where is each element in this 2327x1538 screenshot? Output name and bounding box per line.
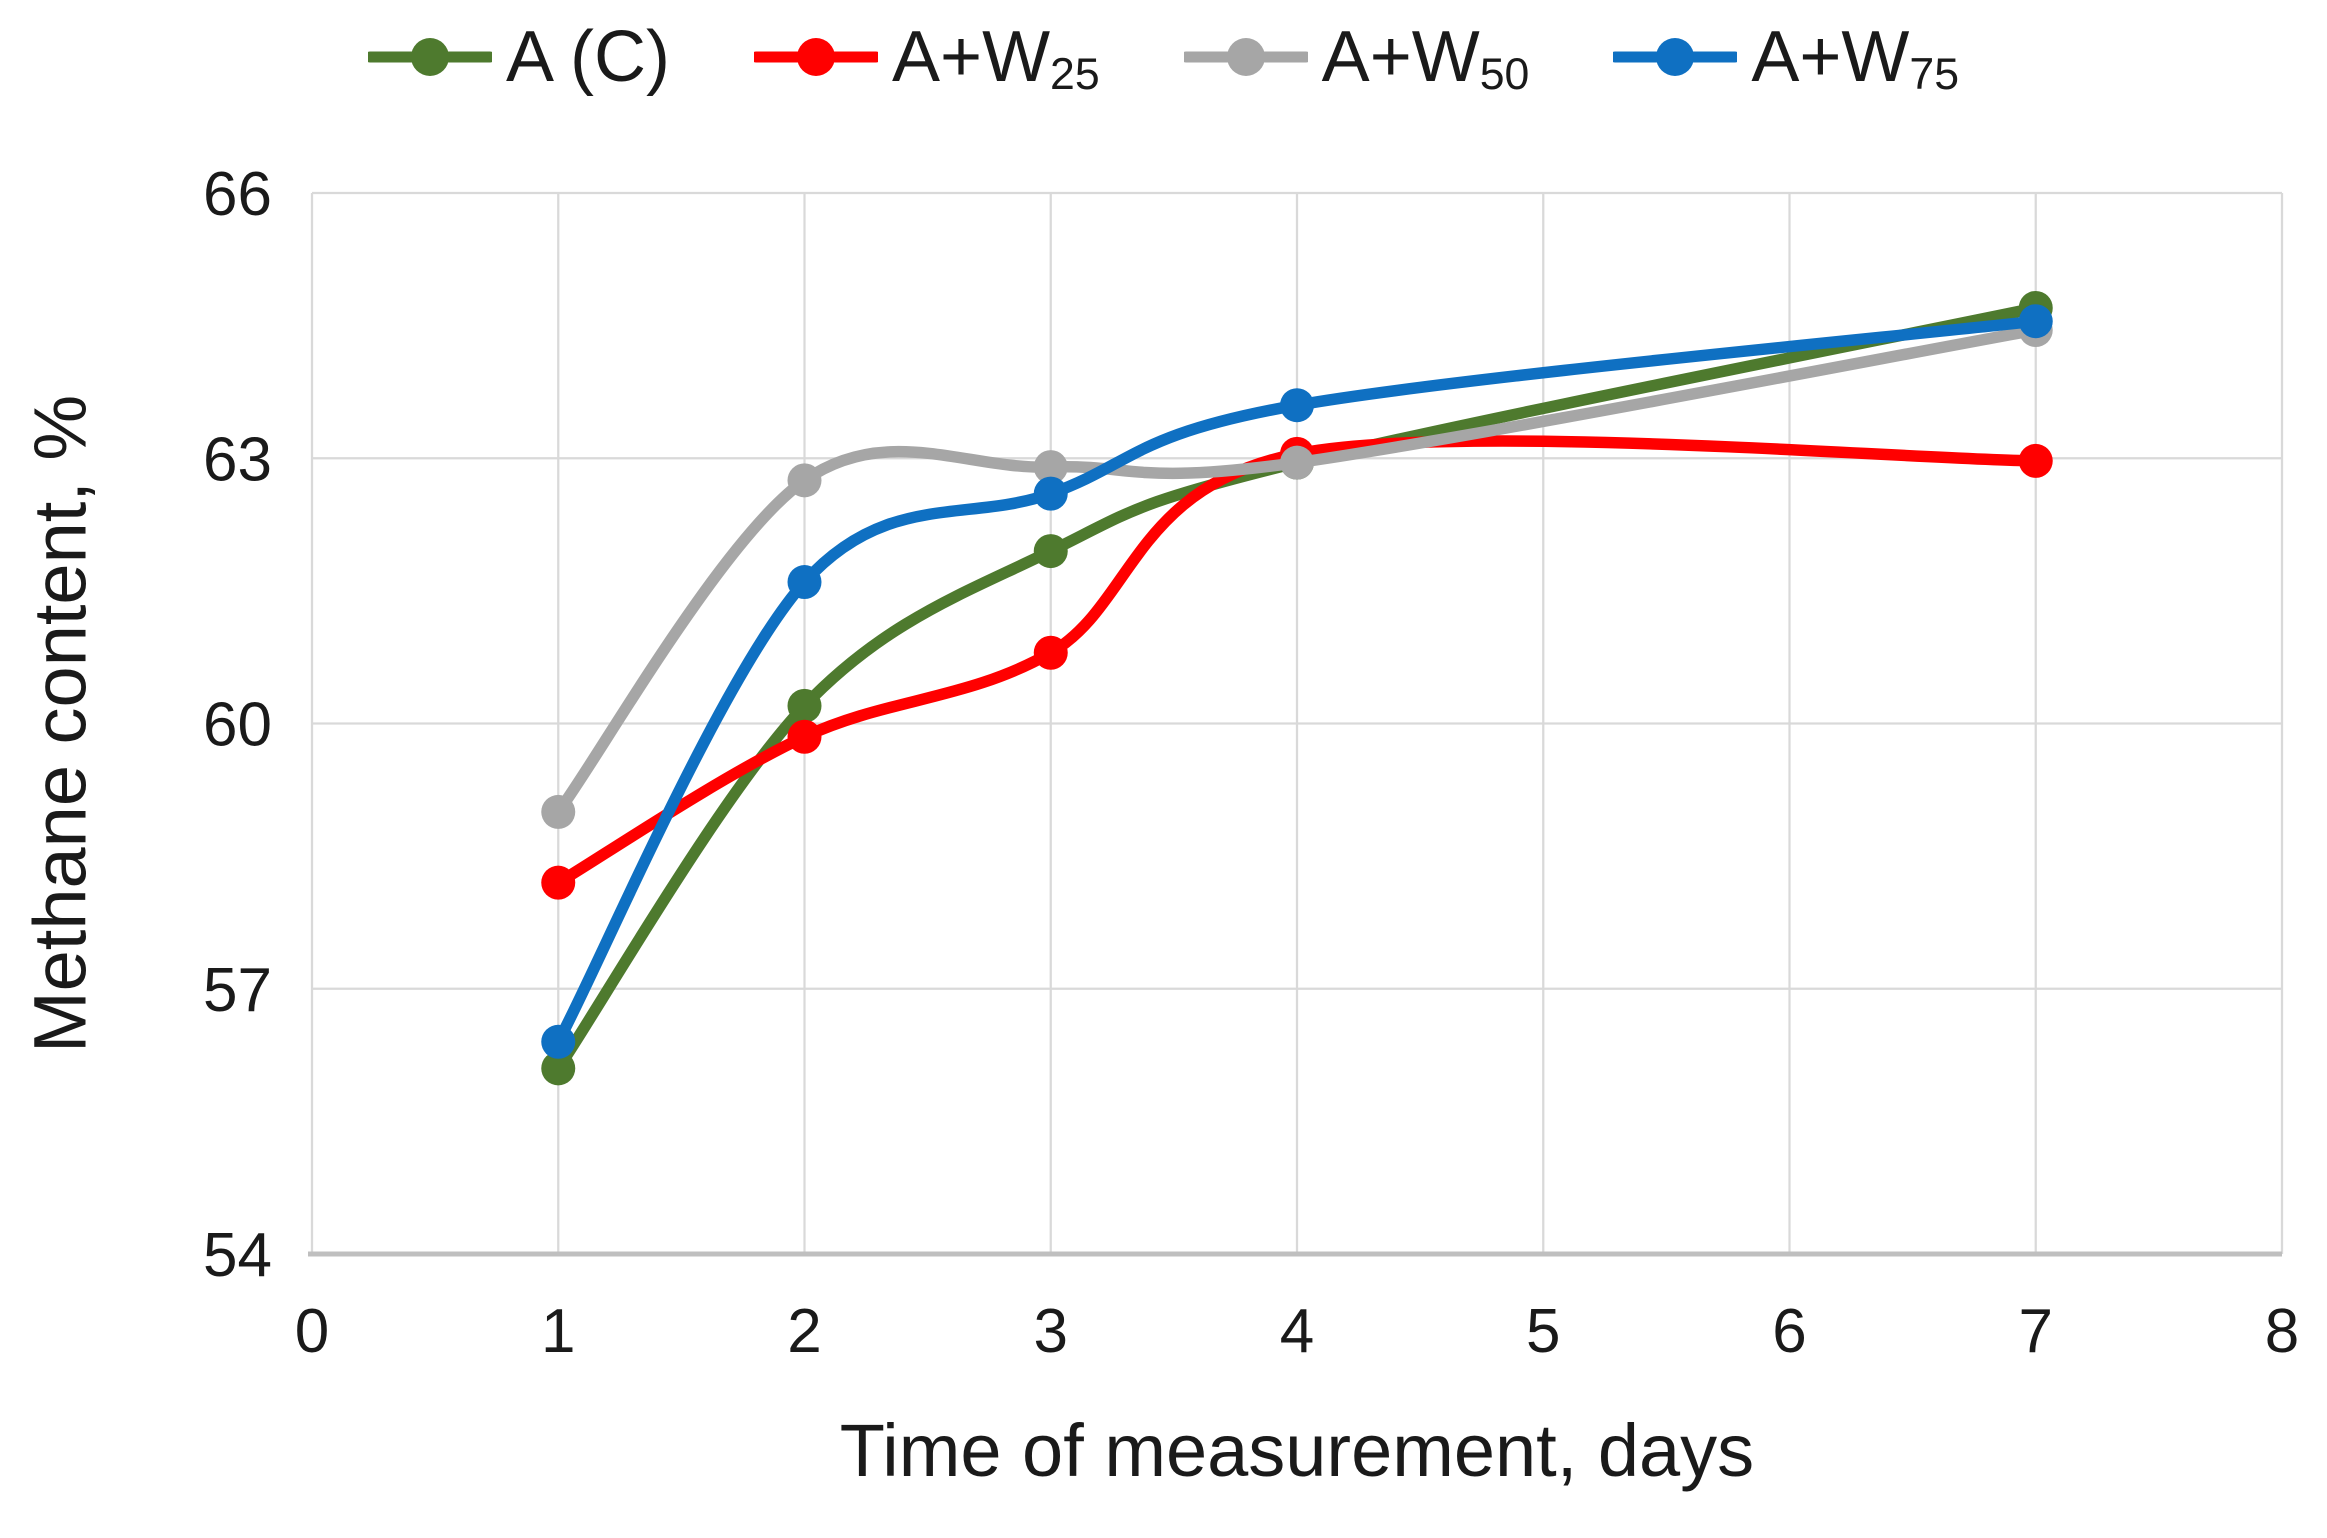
legend-marker-a-w75 <box>1613 38 1738 76</box>
marker-a-w75-day3 <box>1033 476 1068 511</box>
y-tick-label-60: 60 <box>203 691 272 760</box>
marker-a-w25-day2 <box>787 719 822 754</box>
x-tick-label-4: 4 <box>1280 1297 1314 1366</box>
legend-item-a-w50: A+W50 <box>1183 17 1530 100</box>
marker-a-w25-day7 <box>2018 443 2053 478</box>
marker-a-w75-day2 <box>787 565 822 600</box>
marker-a-w50-day4 <box>1280 445 1314 480</box>
marker-a-w25-day3 <box>1033 635 1068 670</box>
marker-a-c-day1 <box>541 1051 576 1086</box>
x-tick-label-0: 0 <box>295 1297 329 1366</box>
x-tick-label-6: 6 <box>1772 1297 1806 1366</box>
x-tick-label-1: 1 <box>541 1297 575 1366</box>
series-line-a-c <box>552 302 2042 1075</box>
legend-label-a-w50: A+W50 <box>1321 17 1530 100</box>
x-tick-label-3: 3 <box>1034 1297 1068 1366</box>
x-tick-label-8: 8 <box>2265 1297 2299 1366</box>
x-tick-label-2: 2 <box>787 1297 821 1366</box>
series-line-a-w25 <box>552 435 2042 889</box>
legend-item-a-w75: A+W75 <box>1613 17 1960 100</box>
legend-label-a-w75: A+W75 <box>1751 17 1960 100</box>
legend: A (C) A+W25 A+W50 A+W75 <box>0 14 2327 100</box>
series-line-a-w50 <box>552 324 2042 818</box>
marker-a-w75-day4 <box>1280 388 1314 423</box>
legend-marker-a-c <box>367 38 492 76</box>
marker-a-w50-day2 <box>787 463 822 498</box>
legend-label-a-c: A (C) <box>505 17 670 97</box>
x-tick-label-5: 5 <box>1526 1297 1560 1366</box>
legend-marker-a-w25 <box>754 38 878 76</box>
legend-label-a-w25: A+W25 <box>892 17 1100 100</box>
x-axis-title: Time of measurement, days <box>839 1409 1755 1492</box>
marker-a-c-day2 <box>787 688 822 723</box>
y-tick-label-57: 57 <box>203 956 272 1025</box>
y-tick-label-66: 66 <box>203 160 272 229</box>
legend-marker-a-w50 <box>1183 38 1308 76</box>
legend-item-a-c: A (C) <box>367 17 670 97</box>
x-tick-label-7: 7 <box>2019 1297 2053 1366</box>
y-tick-label-63: 63 <box>203 425 272 494</box>
y-tick-label-54: 54 <box>203 1221 272 1290</box>
legend-item-a-w25: A+W25 <box>754 17 1100 100</box>
marker-a-c-day3 <box>1033 534 1068 569</box>
marker-a-w75-day7 <box>2018 304 2053 339</box>
marker-a-w25-day1 <box>541 865 576 900</box>
marker-a-w75-day1 <box>541 1024 576 1059</box>
marker-a-w50-day1 <box>541 794 576 829</box>
marker-a-w50-day3 <box>1033 450 1068 485</box>
